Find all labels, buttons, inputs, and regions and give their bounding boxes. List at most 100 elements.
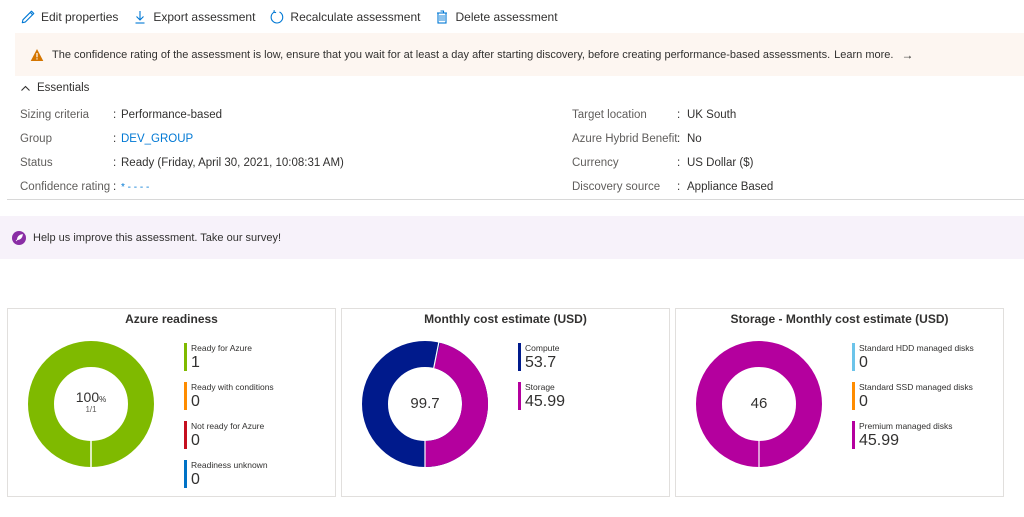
legend-color-bar: [518, 343, 521, 371]
field-colon: :: [113, 109, 117, 121]
legend-value: 0: [191, 432, 200, 449]
field-label: Target location: [572, 109, 647, 121]
legend-value: 0: [859, 393, 868, 410]
edit-properties-button[interactable]: Edit properties: [20, 5, 118, 29]
card-title: Storage - Monthly cost estimate (USD): [730, 312, 949, 326]
legend-value: 0: [191, 393, 200, 410]
essentials-row-target-location: Target location : UK South: [572, 107, 736, 123]
delete-assessment-label: Delete assessment: [455, 10, 558, 24]
legend-color-bar: [184, 343, 187, 371]
legend-item-storage[interactable]: Storage 45.99: [518, 382, 565, 414]
confidence-rating-link[interactable]: * - - - -: [121, 181, 150, 193]
survey-link[interactable]: Help us improve this assessment. Take ou…: [33, 231, 282, 244]
field-value: Appliance Based: [687, 181, 774, 193]
legend-label: Standard SSD managed disks: [859, 382, 973, 392]
field-colon: :: [677, 157, 681, 169]
legend-value: 45.99: [859, 432, 900, 449]
refresh-icon: [271, 10, 284, 24]
legend-item-standard-ssd[interactable]: Standard SSD managed disks 0: [852, 382, 974, 414]
legend-value: 0: [191, 471, 200, 488]
essentials-row-azure-hybrid-benefit: Azure Hybrid Benefit : No: [572, 131, 702, 147]
export-assessment-label: Export assessment: [153, 10, 256, 24]
field-value: US Dollar ($): [687, 157, 754, 169]
legend-item-ready[interactable]: Ready for Azure 1: [184, 343, 274, 375]
card-title: Azure readiness: [125, 312, 218, 326]
arrow-right-icon[interactable]: →: [901, 47, 914, 62]
recalculate-assessment-label: Recalculate assessment: [290, 10, 421, 24]
survey-banner: Help us improve this assessment. Take ou…: [0, 216, 1024, 259]
legend-label: Ready for Azure: [191, 343, 252, 353]
field-colon: :: [113, 181, 117, 193]
legend-color-bar: [184, 460, 187, 488]
essentials-toggle[interactable]: Essentials: [20, 80, 89, 96]
storage-cost-card[interactable]: Storage - Monthly cost estimate (USD) 46…: [675, 308, 1004, 497]
rocket-icon: [12, 230, 26, 245]
warning-icon: [30, 48, 44, 61]
legend-color-bar: [852, 343, 855, 371]
legend-color-bar: [518, 382, 521, 410]
card-title: Monthly cost estimate (USD): [424, 312, 587, 326]
storage-cost-legend: Standard HDD managed disks 0 Standard SS…: [852, 343, 974, 460]
legend-item-not-ready[interactable]: Not ready for Azure 0: [184, 421, 274, 453]
legend-value: 45.99: [525, 393, 566, 410]
monthly-cost-card[interactable]: Monthly cost estimate (USD) 99.7 Compute…: [341, 308, 670, 497]
warning-message: The confidence rating of the assessment …: [52, 48, 831, 61]
learn-more-link[interactable]: Learn more.: [834, 48, 894, 61]
essentials-row-group: Group : DEV_GROUP: [20, 131, 193, 147]
essentials-row-status: Status : Ready (Friday, April 30, 2021, …: [20, 155, 344, 171]
legend-label: Readiness unknown: [191, 460, 268, 470]
recalculate-assessment-button[interactable]: Recalculate assessment: [269, 5, 420, 29]
warning-banner: The confidence rating of the assessment …: [15, 33, 1024, 76]
readiness-percent: 100: [75, 389, 100, 405]
readiness-center-label: 100% 1/1: [27, 389, 155, 414]
delete-assessment-button[interactable]: Delete assessment: [434, 5, 558, 29]
field-label: Sizing criteria: [20, 109, 90, 121]
chevron-up-icon: [21, 85, 30, 91]
monthly-cost-legend: Compute 53.7 Storage 45.99: [518, 343, 565, 421]
monthly-cost-total: 99.7: [410, 395, 440, 412]
field-label: Status: [20, 157, 53, 169]
pencil-icon: [21, 10, 35, 24]
essentials-row-currency: Currency : US Dollar ($): [572, 155, 753, 171]
legend-color-bar: [184, 382, 187, 410]
readiness-legend: Ready for Azure 1 Ready with conditions …: [184, 343, 274, 499]
legend-item-readiness-unknown[interactable]: Readiness unknown 0: [184, 460, 274, 492]
legend-label: Storage: [525, 382, 555, 392]
storage-cost-total: 46: [750, 395, 768, 412]
legend-label: Standard HDD managed disks: [859, 343, 974, 353]
legend-color-bar: [852, 382, 855, 410]
monthly-cost-donut-chart[interactable]: [361, 340, 489, 468]
storage-cost-donut-chart[interactable]: [695, 340, 823, 468]
edit-properties-label: Edit properties: [41, 10, 119, 24]
essentials-title: Essentials: [37, 82, 90, 94]
field-value: No: [687, 133, 702, 145]
trash-icon: [437, 10, 448, 24]
azure-readiness-card[interactable]: Azure readiness 100% 1/1 Ready for Azure…: [7, 308, 336, 497]
command-bar: Edit properties Export assessment Recalc…: [0, 0, 1024, 34]
essentials-row-discovery-source: Discovery source : Appliance Based: [572, 179, 773, 195]
field-label: Group: [20, 133, 52, 145]
legend-color-bar: [852, 421, 855, 449]
field-label: Currency: [572, 157, 619, 169]
field-colon: :: [677, 109, 681, 121]
legend-color-bar: [184, 421, 187, 449]
essentials-row-confidence-rating: Confidence rating : * - - - -: [20, 179, 149, 195]
group-link[interactable]: DEV_GROUP: [121, 133, 194, 145]
readiness-fraction: 1/1: [85, 405, 97, 414]
essentials-row-sizing-criteria: Sizing criteria : Performance-based: [20, 107, 222, 123]
legend-label: Premium managed disks: [859, 421, 953, 431]
legend-label: Ready with conditions: [191, 382, 274, 392]
legend-item-compute[interactable]: Compute 53.7: [518, 343, 565, 375]
legend-item-standard-hdd[interactable]: Standard HDD managed disks 0: [852, 343, 974, 375]
field-colon: :: [677, 133, 681, 145]
legend-label: Compute: [525, 343, 560, 353]
legend-value: 53.7: [525, 354, 557, 371]
field-value: Performance-based: [121, 109, 222, 121]
essentials-divider: [7, 199, 1024, 200]
field-label: Confidence rating: [20, 181, 111, 193]
legend-item-ready-with-conditions[interactable]: Ready with conditions 0: [184, 382, 274, 414]
readiness-donut-chart[interactable]: [27, 340, 155, 468]
export-assessment-button[interactable]: Export assessment: [132, 5, 255, 29]
legend-item-premium[interactable]: Premium managed disks 45.99: [852, 421, 974, 453]
field-value: Ready (Friday, April 30, 2021, 10:08:31 …: [121, 157, 344, 169]
